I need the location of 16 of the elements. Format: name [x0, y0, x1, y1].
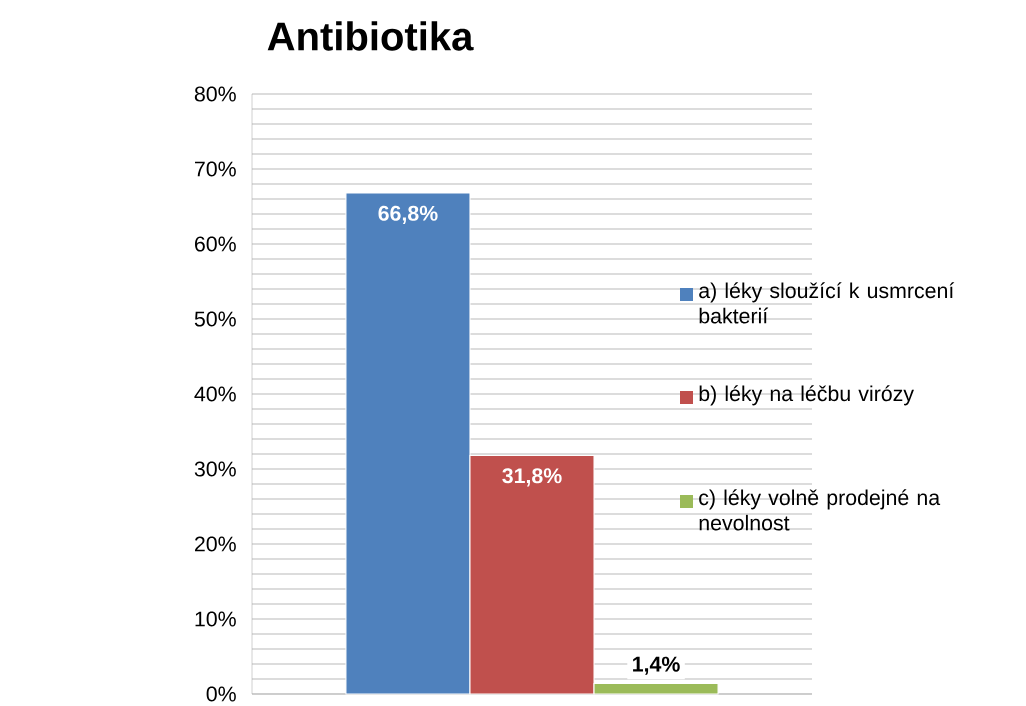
- data-label: 31,8%: [502, 468, 562, 487]
- data-label: 1,4%: [633, 656, 680, 675]
- y-tick-label: 50%: [194, 311, 236, 327]
- legend-label: a) léky sloužící k usmrcení bakterií: [699, 282, 955, 324]
- y-tick-label: 80%: [194, 86, 236, 102]
- legend-label: b) léky na léčbu virózy: [699, 385, 914, 406]
- data-label: 66,8%: [378, 205, 438, 224]
- legend-label: c) léky volně prodejné na nevolnost: [699, 489, 941, 531]
- y-tick-label: 20%: [195, 536, 236, 552]
- y-tick-label: 70%: [195, 161, 236, 177]
- y-tick-label: 40%: [194, 386, 236, 402]
- y-tick-label: 10%: [195, 611, 236, 627]
- chart-title: Antibiotika: [267, 21, 474, 51]
- y-tick-label: 60%: [195, 236, 236, 252]
- y-tick-label: 30%: [194, 461, 236, 477]
- y-tick-label: 0%: [206, 686, 236, 702]
